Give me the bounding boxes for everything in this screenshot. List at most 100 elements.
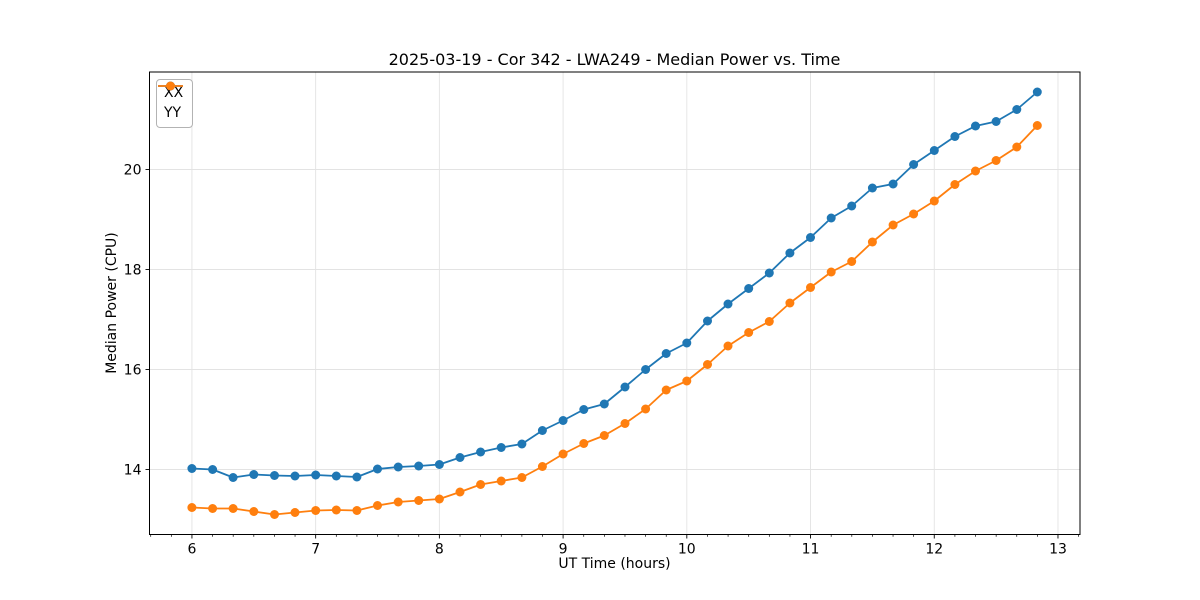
data-point [950,180,960,189]
y-tick-label: 20 [124,163,142,179]
tick-labels: 6 7 8 9 10 11 12 13 14 16 18 20 [124,163,1067,558]
legend-entry-yy: YY [158,81,183,122]
y-tick-label: 18 [124,263,142,279]
data-point [270,510,279,519]
data-point [971,121,980,131]
series-xx-line [191,91,1038,479]
data-point [1012,142,1022,152]
data-point [929,146,939,155]
x-axis-label: UT Time (hours) [558,556,671,572]
data-point [599,399,609,409]
data-point [414,496,424,505]
data-point [785,298,795,308]
data-point [187,503,197,512]
data-point [991,156,1001,165]
data-point [723,341,733,351]
data-point [971,166,980,176]
data-point [826,267,836,277]
data-point [744,284,754,293]
legend-label: YY [164,105,182,121]
data-point [373,464,382,474]
x-tick-label: 12 [925,542,943,558]
data-point [558,449,568,459]
data-point [311,470,321,480]
data-point [909,209,919,219]
data-point [393,462,403,472]
data-point [661,385,671,395]
data-point [434,494,444,504]
data-point [496,443,506,452]
data-point [847,257,857,266]
data-point [641,365,651,374]
data-point [744,328,754,337]
y-axis-label: Median Power (CPU) [104,232,120,374]
y-tick-label: 14 [124,463,142,479]
data-point [929,196,939,206]
series-xx [187,87,1042,482]
data-point [496,476,506,486]
series-yy-line [191,124,1038,516]
data-point [537,426,547,435]
data-point [950,132,960,141]
data-point [703,316,712,326]
data-point [1032,87,1042,97]
data-point [723,299,733,309]
grid-lines [149,72,1080,535]
data-point [373,501,382,510]
data-point [558,416,568,425]
data-point [682,376,692,386]
data-point [352,506,362,515]
x-tick-label: 6 [187,542,196,558]
data-point [764,268,774,278]
plot-border [149,71,1081,535]
data-point [991,117,1001,126]
x-tick-label: 11 [802,542,820,558]
data-point [806,233,815,242]
data-point [847,201,857,211]
legend-marker-icon [158,81,183,91]
chart-title: 2025-03-19 - Cor 342 - LWA249 - Median P… [388,50,841,69]
x-tick-label: 10 [678,542,696,558]
data-point [331,471,341,481]
data-point [311,506,321,515]
data-point [703,360,712,369]
x-tick-label: 7 [311,542,320,558]
data-point [331,505,341,515]
data-point [208,504,218,513]
data-point [476,480,486,489]
data-point [888,220,898,230]
data-point [579,439,589,448]
data-point [826,213,836,223]
legend-marker-sample [166,81,175,91]
data-point [476,447,486,457]
data-point [414,461,424,471]
data-point [208,465,218,474]
data-point [785,248,795,258]
data-point [352,472,362,482]
x-tick-label: 8 [435,542,444,558]
x-tick-label: 13 [1049,542,1067,558]
data-point [806,283,815,292]
series-yy [187,121,1042,519]
data-point [228,504,238,513]
x-tick-label: 9 [559,542,568,558]
data-point [867,237,877,247]
data-point [599,431,609,440]
data-point [249,507,259,516]
data-point [620,382,630,392]
data-point [764,317,774,326]
data-point [290,508,300,517]
data-point [641,404,651,414]
data-point [867,183,877,193]
data-point [537,462,547,471]
data-point [909,160,919,169]
data-point [620,419,630,428]
data-point [517,439,527,449]
data-point [270,471,279,480]
data-point [888,179,898,189]
data-point [579,405,589,414]
data-point [290,471,300,481]
data-point [187,464,197,473]
